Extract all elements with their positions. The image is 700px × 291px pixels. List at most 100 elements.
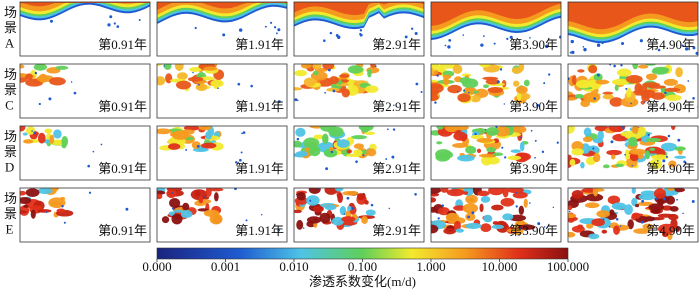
speck [568,210,571,213]
field-blob [303,137,320,149]
field-blob [645,137,662,143]
speck [474,132,477,136]
field-blob [431,224,439,234]
field-blob [53,129,62,139]
field-blob [205,188,212,198]
speck [583,47,587,52]
field-blob [491,204,504,211]
field-blob [664,87,681,92]
panel-map [20,188,129,224]
field-blob [626,87,632,98]
field-blob [588,64,598,74]
speck [250,84,253,88]
panel: 第2.91年 [293,1,425,57]
speck [556,141,559,144]
speck [330,150,334,154]
field-blob [651,92,665,100]
field-blob [171,213,183,225]
field-blob [593,73,603,81]
field-blob [582,136,593,143]
field-blob [601,229,608,234]
speck [437,217,440,220]
speck [624,153,626,156]
panel-label: 第2.91年 [372,161,421,176]
speck [270,21,273,24]
speck [640,220,644,224]
field-blob [476,148,482,154]
speck [34,71,38,75]
field-blob [453,131,467,141]
panel-label: 第3.90年 [509,37,558,52]
panel-frame [293,125,425,181]
field-blob [347,65,364,74]
field-blob [494,126,511,137]
field-blob [675,67,683,78]
field-blob [571,189,584,199]
speck [528,202,531,204]
speck [615,217,619,221]
speck [620,64,623,67]
field-blob [506,228,520,233]
field-blob [25,126,36,135]
field-blob [674,155,687,159]
speck [414,193,417,196]
speck [622,127,625,130]
field-blob [668,160,677,168]
panel-frame [430,187,562,243]
field-blob [479,203,484,213]
field-blob [431,83,444,94]
panel: 第3.90年 [430,125,562,181]
field-blob [516,85,528,94]
field-blob [476,138,494,143]
field-blob [329,146,334,152]
field-blob [200,142,217,149]
field-blob [443,227,457,235]
panel-frame [567,187,699,243]
field-blob [586,223,594,229]
speck [277,229,281,232]
field-blob [628,148,647,155]
panel-map [431,126,559,166]
field-blob [583,92,601,103]
colorbar-label: 渗透系数变化(m/d) [309,274,416,289]
field-blob [312,205,324,213]
speck [537,222,541,226]
speck [692,46,696,50]
speck [483,35,485,38]
speck [355,160,358,163]
field-blob [203,66,218,71]
speck [441,204,445,207]
field-blob [312,70,319,76]
panel-label: 第2.91年 [372,99,421,114]
field-blob [353,143,365,149]
field-blob [44,128,53,134]
field-blob [431,206,437,213]
field-blob [486,156,500,165]
field-blob [479,64,491,68]
field-blob [295,127,306,137]
field-blob [303,77,316,87]
panel-label: 第4.90年 [646,99,695,114]
field-blob [632,64,639,70]
field-blob [568,126,575,134]
speck [582,46,585,48]
field-blob [455,228,464,233]
field-blob [56,208,66,213]
field-blob [309,145,321,157]
field-blob [649,147,656,151]
field-blob [625,74,643,84]
field-blob [328,126,344,137]
field-blob [442,77,450,86]
speck [92,150,95,153]
panel-label: 第4.90年 [646,223,695,238]
panel-map [431,188,555,236]
field-blob [349,205,357,215]
field-blob [624,133,642,140]
field-blob [607,195,621,205]
speck [332,89,336,93]
speck [681,44,684,47]
speck [192,71,194,74]
speck [374,65,377,68]
field-blob [440,188,449,193]
field-blob [306,216,322,224]
